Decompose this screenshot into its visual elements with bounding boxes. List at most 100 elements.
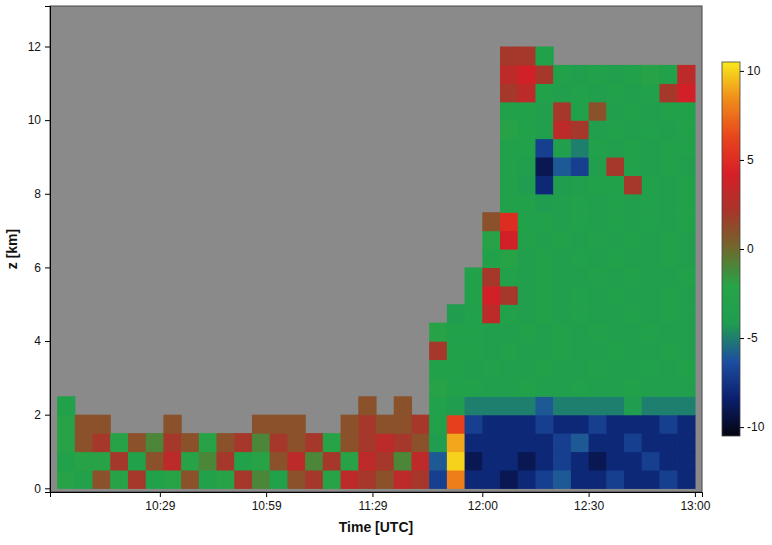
cell [394, 433, 412, 452]
cell [659, 212, 677, 231]
cell [146, 470, 164, 489]
cell [659, 341, 677, 360]
cell [411, 470, 429, 489]
cell [181, 470, 199, 489]
cell [606, 194, 624, 213]
cell [518, 378, 536, 397]
cell [482, 415, 500, 434]
cell [482, 249, 500, 268]
cell [447, 396, 465, 415]
cell [606, 65, 624, 84]
cell [589, 157, 607, 176]
cell [624, 175, 642, 194]
cell [500, 452, 518, 471]
colorbar-tick-mark [740, 71, 744, 72]
cell [234, 433, 252, 452]
cell [305, 452, 323, 471]
cell [465, 286, 483, 305]
x-tick: 12:00 [468, 492, 498, 513]
colorbar-tick-label: -5 [747, 331, 758, 345]
cell [358, 470, 376, 489]
colorbar-tick-mark [740, 427, 744, 428]
cell [411, 452, 429, 471]
cell [589, 212, 607, 231]
cell [270, 415, 288, 434]
cell [341, 415, 359, 434]
cell [447, 452, 465, 471]
cell [535, 304, 553, 323]
x-tick-mark [589, 492, 590, 497]
cell [659, 470, 677, 489]
cell [146, 433, 164, 452]
cell [571, 286, 589, 305]
cell [659, 433, 677, 452]
cell [270, 433, 288, 452]
cell [606, 249, 624, 268]
cell [500, 47, 518, 66]
cell [128, 470, 146, 489]
cell [606, 433, 624, 452]
cell [518, 102, 536, 121]
cell [465, 415, 483, 434]
cell [606, 452, 624, 471]
cell [589, 120, 607, 139]
y-tick-label: 12 [28, 40, 42, 54]
cell [642, 341, 660, 360]
cell [518, 304, 536, 323]
x-tick: 12:30 [574, 492, 604, 513]
cell [624, 415, 642, 434]
cell [518, 231, 536, 250]
cell [659, 452, 677, 471]
cell [677, 470, 695, 489]
cell [642, 470, 660, 489]
cell [287, 433, 305, 452]
cell [553, 102, 571, 121]
cell [677, 194, 695, 213]
y-tick-label: 6 [34, 261, 41, 275]
cell [677, 175, 695, 194]
cell [553, 157, 571, 176]
cell [323, 433, 341, 452]
cell [571, 378, 589, 397]
x-tick-label: 10:29 [145, 499, 175, 513]
cell [482, 341, 500, 360]
cell [659, 323, 677, 342]
cell [589, 175, 607, 194]
cell [57, 433, 75, 452]
cell [642, 433, 660, 452]
cell [642, 396, 660, 415]
cell [553, 304, 571, 323]
x-axis: 10:2910:5911:2912:0012:3013:00 [51, 492, 711, 513]
cell [624, 323, 642, 342]
cell [642, 304, 660, 323]
cell [482, 378, 500, 397]
cell [465, 396, 483, 415]
cell [659, 231, 677, 250]
cell [500, 286, 518, 305]
cell [465, 433, 483, 452]
y-tick-mark [45, 47, 50, 48]
cell [465, 267, 483, 286]
x-tick: 11:29 [358, 492, 387, 513]
cell [606, 157, 624, 176]
cell [624, 304, 642, 323]
cell [659, 194, 677, 213]
cell [624, 359, 642, 378]
colorbar-tick: 10 [740, 64, 761, 78]
cell [465, 359, 483, 378]
cell [447, 415, 465, 434]
colorbar-tick-mark [740, 338, 744, 339]
cell [642, 157, 660, 176]
cell [376, 452, 394, 471]
cell [589, 65, 607, 84]
cell [606, 212, 624, 231]
cell [252, 433, 270, 452]
cell [677, 433, 695, 452]
cell [553, 175, 571, 194]
cell [305, 433, 323, 452]
cell [553, 359, 571, 378]
cell [128, 452, 146, 471]
cell [535, 396, 553, 415]
cell [57, 396, 75, 415]
cell [163, 452, 181, 471]
